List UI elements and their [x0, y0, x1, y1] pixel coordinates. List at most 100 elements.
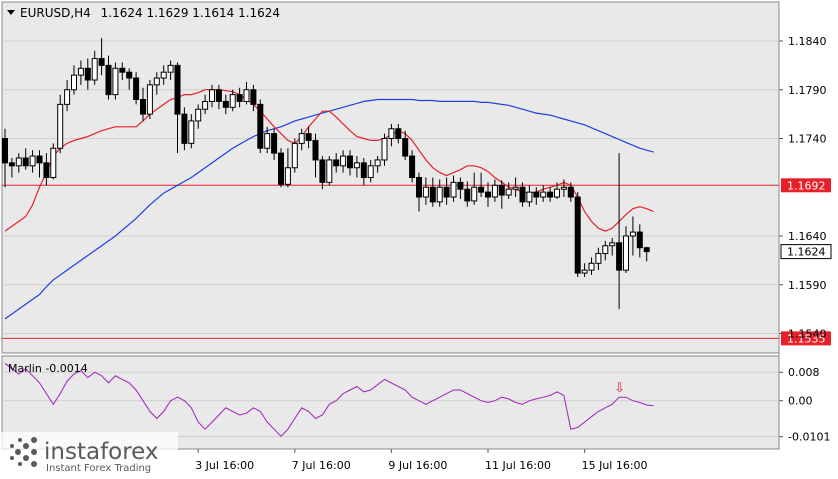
candle [353, 156, 360, 178]
oscillator-title: Marlin -0.0014 [8, 362, 88, 375]
ohlc-values: 1.1624 1.1629 1.1614 1.1624 [101, 6, 280, 20]
candle-body-bear [98, 58, 105, 66]
candle [554, 182, 560, 199]
candle [105, 55, 112, 100]
candle-body-bull [623, 235, 629, 271]
time-tick-label: 3 Jul 16:00 [195, 459, 254, 472]
candle [271, 128, 278, 160]
candle-body-bear [416, 177, 422, 198]
candle-body-bear [174, 64, 181, 115]
candle [360, 158, 367, 186]
candle [526, 185, 533, 207]
logo-brand: instaforex [44, 439, 159, 465]
candle [457, 177, 464, 199]
candle [50, 143, 57, 180]
candle-body-bull [588, 262, 595, 271]
candle [140, 87, 146, 121]
candle-body-bull [326, 159, 333, 183]
candle-body-bear [305, 133, 312, 141]
candle [250, 84, 257, 112]
candle [291, 138, 298, 173]
ma-fast-line [4, 89, 654, 232]
candle-body-bull [540, 191, 547, 198]
candle [243, 81, 250, 105]
candle-body-bear [257, 103, 264, 149]
candle [471, 172, 478, 205]
candle-body-bear [533, 191, 540, 198]
price-tick-label: 1.1790 [788, 84, 827, 97]
candle [22, 148, 29, 170]
price-tick-label: 1.1540 [788, 328, 827, 341]
candle [174, 62, 181, 154]
candle-body-bear [36, 155, 43, 164]
candle-body-bull [291, 142, 298, 169]
candle [112, 62, 119, 100]
signal-arrow-icon: ⇩ [614, 381, 625, 396]
instaforex-logo: instaforex Instant Forex Trading [0, 432, 178, 476]
candle [567, 182, 574, 202]
candle-body-bear [478, 186, 485, 193]
candle [602, 240, 609, 261]
candle [629, 216, 636, 256]
candle-body-bull [298, 133, 305, 144]
candle [547, 187, 554, 202]
candle [422, 177, 429, 205]
candle [236, 87, 243, 108]
candle-body-bull [209, 89, 215, 102]
candle-body-bear [236, 94, 243, 102]
candle [278, 148, 284, 188]
candle [505, 182, 512, 199]
candle-body-bull [188, 120, 195, 144]
candle-body-bear [105, 64, 112, 96]
candle-body-bear [409, 155, 416, 179]
candle-body-bull [609, 242, 616, 247]
candle [64, 80, 71, 112]
candle-body-bull [202, 100, 209, 110]
candle [133, 72, 140, 105]
candle [167, 60, 174, 80]
level-price-tag [781, 331, 831, 346]
candle-body-bear [2, 138, 8, 164]
candle-body-bear [616, 242, 623, 271]
dropdown-triangle-icon[interactable] [7, 10, 15, 15]
candle [229, 89, 236, 112]
candle [119, 62, 126, 80]
candle-body-bear [181, 113, 188, 144]
candle [91, 50, 98, 85]
candle [533, 187, 540, 205]
candle-body-bull [50, 147, 57, 178]
candle [512, 177, 519, 197]
candle-body-bull [340, 155, 347, 167]
candle [319, 156, 326, 190]
candle-body-bear [333, 159, 340, 167]
candle-body-bull [195, 108, 202, 122]
current-price-tag [780, 244, 832, 260]
candle [443, 177, 450, 205]
oscillator-tick-label: 0.00 [788, 395, 813, 408]
candle [409, 150, 416, 183]
candle [595, 247, 602, 271]
candle [347, 150, 353, 176]
candle [402, 130, 409, 160]
candle-body-bull [629, 231, 636, 237]
candle [209, 84, 215, 108]
candle [340, 150, 347, 173]
candle [381, 133, 388, 166]
candle [71, 65, 77, 95]
candle-body-bear [140, 99, 146, 115]
oscillator-line [4, 362, 654, 438]
candle-body-bear [402, 138, 409, 157]
candle [581, 263, 588, 277]
candle-body-bull [112, 67, 119, 96]
candle [188, 114, 195, 149]
candle-body-bear [43, 162, 50, 178]
candle [202, 94, 209, 115]
candle [77, 60, 84, 85]
candle-body-bear [395, 128, 402, 139]
candle-body-bear [443, 186, 450, 198]
candle-body-bear [347, 155, 353, 169]
candle-body-bull [422, 186, 429, 198]
candle-body-bear [547, 191, 554, 198]
